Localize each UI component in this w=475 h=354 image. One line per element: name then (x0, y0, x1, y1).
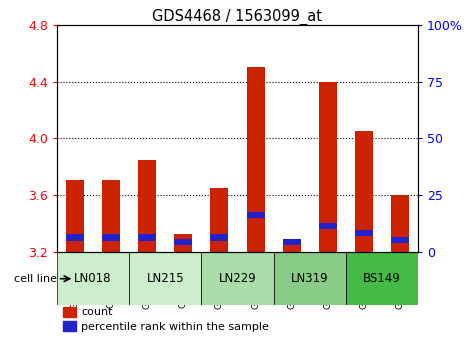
Title: GDS4468 / 1563099_at: GDS4468 / 1563099_at (152, 8, 323, 25)
Bar (319, 82, 337, 252)
Text: LN229: LN229 (218, 272, 256, 285)
Bar (210, 188, 228, 252)
Bar (355, 230, 373, 236)
Bar (138, 160, 156, 252)
Bar (174, 239, 192, 245)
Bar (346, 252, 418, 305)
Bar (391, 237, 409, 243)
Bar (129, 252, 201, 305)
Text: LN319: LN319 (291, 272, 329, 285)
Bar (283, 239, 301, 245)
Bar (66, 234, 84, 241)
Bar (247, 67, 265, 252)
Bar (355, 131, 373, 252)
Bar (102, 180, 120, 252)
Text: BS149: BS149 (363, 272, 401, 285)
Bar (247, 212, 265, 218)
Bar (210, 234, 228, 241)
Legend: count, percentile rank within the sample: count, percentile rank within the sample (63, 307, 269, 331)
Bar (274, 252, 346, 305)
Bar (102, 234, 120, 241)
Bar (57, 252, 129, 305)
Text: LN215: LN215 (146, 272, 184, 285)
Text: cell line: cell line (14, 274, 57, 284)
Text: LN018: LN018 (75, 272, 112, 285)
Bar (138, 234, 156, 241)
Bar (66, 180, 84, 252)
Bar (174, 234, 192, 252)
Bar (283, 245, 301, 252)
Bar (319, 223, 337, 229)
Bar (201, 252, 274, 305)
Bar (391, 195, 409, 252)
